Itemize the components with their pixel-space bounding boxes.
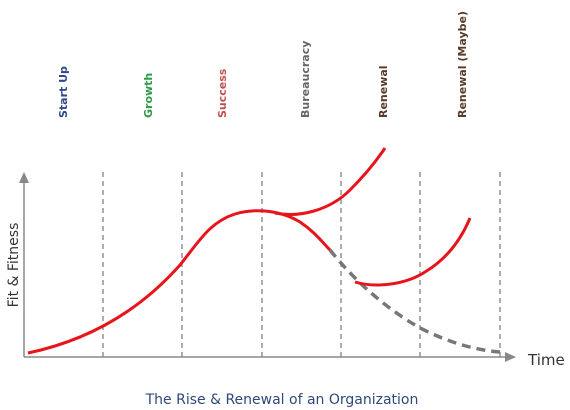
y-axis-arrow (19, 172, 29, 183)
caption: The Rise & Renewal of an Organization (145, 392, 419, 408)
renewal-maybe-curve (354, 217, 472, 287)
decline-curve (328, 248, 501, 354)
lifecycle-curve (27, 209, 332, 355)
stage-label: Renewal (377, 65, 390, 118)
x-axis-label: Time (527, 351, 565, 369)
x-axis-arrow (505, 352, 516, 362)
stage-label: Renewal (Maybe) (456, 11, 469, 118)
dividers (102, 172, 501, 357)
renewal-curve (274, 147, 387, 216)
stage-label: Bureaucracy (299, 41, 312, 118)
axes (19, 172, 516, 362)
stage-label: Success (216, 68, 229, 118)
y-axis-label: Fit & Fitness (6, 223, 22, 308)
stage-labels: Start Up Growth Success Bureaucracy Rene… (57, 11, 469, 118)
stage-label: Growth (142, 73, 155, 118)
stage-label: Start Up (57, 66, 70, 118)
